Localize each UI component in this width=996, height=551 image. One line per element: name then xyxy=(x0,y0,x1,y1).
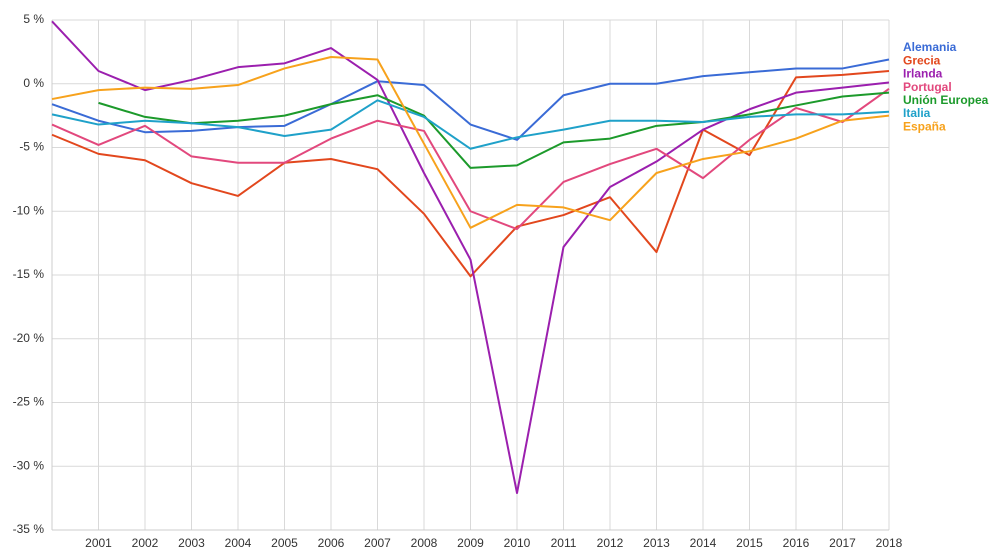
y-tick-label: -5 % xyxy=(19,140,44,154)
data-line xyxy=(51,99,890,150)
x-tick-label: 2009 xyxy=(457,536,484,550)
y-tick-label: -15 % xyxy=(13,267,45,281)
x-tick-label: 2018 xyxy=(876,536,903,550)
legend-entry: Italia xyxy=(903,106,931,120)
y-tick-label: 5 % xyxy=(23,12,44,26)
legend-entry: España xyxy=(903,119,946,133)
data-line xyxy=(51,88,890,231)
data-line xyxy=(51,70,890,278)
x-tick-label: 2012 xyxy=(597,536,624,550)
y-tick-label: 0 % xyxy=(23,76,44,90)
x-tick-label: 2011 xyxy=(551,536,577,550)
y-tick-label: -35 % xyxy=(13,522,45,536)
x-tick-label: 2013 xyxy=(643,536,670,550)
data-line xyxy=(98,91,890,169)
legend-entry: Grecia xyxy=(903,53,941,67)
data-line xyxy=(51,58,890,141)
legend-entry: Irlanda xyxy=(903,67,943,81)
x-tick-label: 2010 xyxy=(504,536,531,550)
x-tick-label: 2017 xyxy=(829,536,856,550)
x-tick-label: 2008 xyxy=(411,536,438,550)
x-tick-label: 2003 xyxy=(178,536,205,550)
legend-entry: Alemania xyxy=(903,40,957,54)
y-tick-label: -30 % xyxy=(13,458,45,472)
x-tick-label: 2005 xyxy=(271,536,298,550)
x-tick-label: 2006 xyxy=(318,536,345,550)
x-tick-label: 2015 xyxy=(736,536,763,550)
data-line xyxy=(51,55,890,229)
x-tick-label: 2004 xyxy=(225,536,252,550)
data-line xyxy=(51,20,890,495)
x-tick-label: 2007 xyxy=(364,536,391,550)
y-tick-label: -10 % xyxy=(13,203,45,217)
legend-entry: Portugal xyxy=(903,80,952,94)
x-tick-label: 2016 xyxy=(783,536,810,550)
x-tick-label: 2001 xyxy=(85,536,112,550)
x-tick-label: 2002 xyxy=(132,536,159,550)
legend-entry: Unión Europea xyxy=(903,93,989,107)
y-tick-label: -25 % xyxy=(13,395,45,409)
y-tick-label: -20 % xyxy=(13,331,45,345)
x-tick-label: 2014 xyxy=(690,536,717,550)
